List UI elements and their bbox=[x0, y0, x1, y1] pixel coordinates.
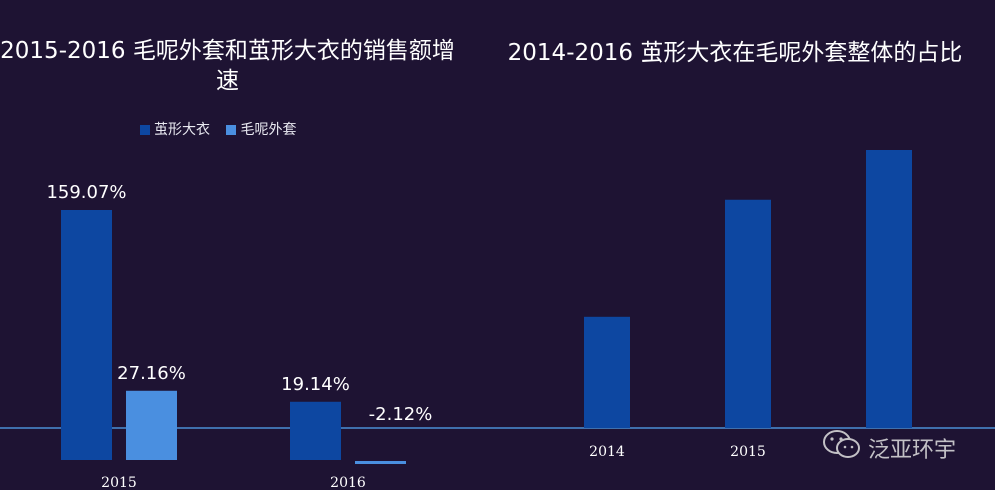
bar-cocoon-coat-2016 bbox=[290, 401, 341, 460]
wechat-icon bbox=[823, 430, 860, 458]
legend-item-cocoon-coat: 茧形大衣 bbox=[140, 119, 210, 139]
bar-share-2015 bbox=[725, 199, 771, 428]
data-label: -2.12% bbox=[369, 404, 433, 425]
x-tick-label: 2014 bbox=[589, 444, 625, 460]
bar-share-2016 bbox=[866, 150, 912, 428]
legend-label-cocoon-coat: 茧形大衣 bbox=[154, 122, 210, 138]
data-label: 27.16% bbox=[117, 363, 186, 384]
bar-wool-coat-2016 bbox=[355, 461, 406, 464]
data-label: 159.07% bbox=[46, 182, 126, 203]
legend-swatch-cocoon-coat bbox=[140, 125, 150, 135]
watermark-text: 泛亚环宇 bbox=[868, 438, 957, 463]
bar-cocoon-coat-2015 bbox=[61, 210, 112, 460]
bar-wool-coat-2015 bbox=[126, 390, 177, 460]
x-tick-label: 2015 bbox=[730, 444, 766, 460]
chart-title-sales-growth: 2015-2016 毛呢外套和茧形大衣的销售额增速 bbox=[0, 38, 455, 94]
legend-swatch-wool-coat bbox=[226, 125, 237, 135]
data-label: 19.14% bbox=[281, 374, 350, 395]
x-tick-label: 2015 bbox=[101, 475, 137, 490]
watermark: 泛亚环宇 bbox=[822, 428, 956, 468]
chart-title-share: 2014-2016 茧形大衣在毛呢外套整体的占比 bbox=[507, 40, 963, 66]
legend-item-wool-coat: 毛呢外套 bbox=[226, 119, 296, 139]
bar-share-2014 bbox=[584, 316, 630, 428]
legend-label-wool-coat: 毛呢外套 bbox=[240, 122, 297, 138]
legend: 茧形大衣 毛呢外套 bbox=[140, 119, 308, 139]
x-tick-label: 2016 bbox=[330, 475, 366, 490]
